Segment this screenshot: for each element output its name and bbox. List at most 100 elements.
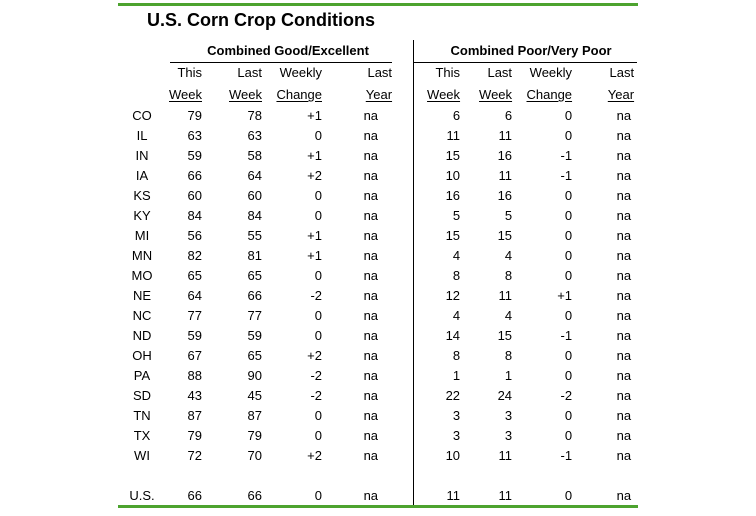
good-excellent-last-year-value: na <box>363 408 379 423</box>
good-excellent-last-week-value: 58 <box>247 148 262 163</box>
column-spacer <box>392 106 422 126</box>
poor-verypoor-last-week-value: 24 <box>497 388 513 403</box>
good-excellent-weekly-change-value: +2 <box>307 348 322 363</box>
column-spacer <box>392 266 422 286</box>
column-spacer <box>392 406 422 426</box>
poor-verypoor-this-week-value: 6 <box>452 108 461 123</box>
good-excellent-last-year-value: na <box>363 428 379 443</box>
column-spacer <box>392 326 422 346</box>
good-excellent-last-week-value: 81 <box>247 248 262 263</box>
good-excellent-this-week-value: 60 <box>187 188 202 203</box>
poor-verypoor-last-week-value: 4 <box>504 248 513 263</box>
good-excellent-weekly-change-value: 0 <box>314 128 322 143</box>
poor-verypoor-this-week-value: 8 <box>452 348 461 363</box>
state-label: MN <box>131 248 153 263</box>
good-excellent-last-week-value: 45 <box>247 388 262 403</box>
poor-verypoor-weekly-change-value: 0 <box>564 128 573 143</box>
poor-verypoor-last-year-value: na <box>616 248 632 263</box>
col-header-ge-year: Year <box>365 87 393 102</box>
us-total-row: U.S. 66 66 0 na 11 11 0 na <box>118 486 634 506</box>
column-spacer <box>392 346 422 366</box>
poor-verypoor-this-week-value: 16 <box>445 188 461 203</box>
good-excellent-weekly-change-value: -2 <box>310 288 322 303</box>
poor-verypoor-last-week-value: 16 <box>497 148 513 163</box>
column-spacer <box>392 206 422 226</box>
good-excellent-last-year-value: na <box>363 208 379 223</box>
state-label: IA <box>135 168 149 183</box>
col-header-pp-week1: Week <box>427 87 461 102</box>
column-spacer <box>392 486 422 506</box>
poor-verypoor-last-week-value: 1 <box>504 368 513 383</box>
poor-verypoor-weekly-change-value: 0 <box>564 228 573 243</box>
good-excellent-this-week-value: 66 <box>187 168 202 183</box>
poor-verypoor-this-week-value: 8 <box>452 268 461 283</box>
column-spacer <box>392 366 422 386</box>
state-label: U.S. <box>129 488 155 503</box>
good-excellent-this-week-value: 67 <box>187 348 202 363</box>
table-row: KY 84 84 0 na 5 5 0 na <box>118 206 634 226</box>
poor-verypoor-header-rule <box>413 62 637 63</box>
col-header-ge-last: Last <box>237 65 262 80</box>
table-row: IL 63 63 0 na 11 11 0 na <box>118 126 634 146</box>
good-excellent-last-week-value: 87 <box>247 408 262 423</box>
table-row: MI 56 55 +1 na 15 15 0 na <box>118 226 634 246</box>
poor-verypoor-this-week-value: 5 <box>452 208 461 223</box>
poor-verypoor-weekly-change-value: 0 <box>564 188 573 203</box>
poor-verypoor-last-year-value: na <box>616 488 632 503</box>
poor-verypoor-last-year-value: na <box>616 348 632 363</box>
poor-verypoor-last-week-value: 8 <box>504 348 513 363</box>
good-excellent-last-year-value: na <box>363 268 379 283</box>
col-header-ge-change: Change <box>276 87 322 102</box>
good-excellent-last-year-value: na <box>363 328 379 343</box>
table-row: IA 66 64 +2 na 10 11 -1 na <box>118 166 634 186</box>
column-spacer <box>392 246 422 266</box>
col-header-ge-this: This <box>177 65 202 80</box>
good-excellent-last-week-value: 84 <box>247 208 262 223</box>
good-excellent-weekly-change-value: 0 <box>314 268 322 283</box>
good-excellent-weekly-change-value: +1 <box>307 108 322 123</box>
good-excellent-last-week-value: 65 <box>247 348 262 363</box>
column-header-row-line1: This Last Weekly Last This Last Weekly L… <box>118 62 634 84</box>
good-excellent-last-week-value: 60 <box>247 188 262 203</box>
table-row: NC 77 77 0 na 4 4 0 na <box>118 306 634 326</box>
poor-verypoor-last-year-value: na <box>616 228 632 243</box>
poor-verypoor-last-year-value: na <box>616 208 632 223</box>
state-label: KS <box>133 188 151 203</box>
column-spacer <box>392 126 422 146</box>
poor-verypoor-this-week-value: 4 <box>452 248 461 263</box>
state-label: SD <box>132 388 152 403</box>
poor-verypoor-this-week-value: 15 <box>445 148 461 163</box>
table-row: SD 43 45 -2 na 22 24 -2 na <box>118 386 634 406</box>
poor-verypoor-this-week-value: 14 <box>445 328 461 343</box>
poor-verypoor-last-week-value: 11 <box>498 128 513 143</box>
poor-verypoor-this-week-value: 10 <box>445 168 461 183</box>
poor-verypoor-weekly-change-value: 0 <box>564 428 573 443</box>
table-row: CO 79 78 +1 na 6 6 0 na <box>118 106 634 126</box>
poor-verypoor-last-week-value: 5 <box>504 208 513 223</box>
table-row: MN 82 81 +1 na 4 4 0 na <box>118 246 634 266</box>
good-excellent-last-year-value: na <box>363 448 379 463</box>
column-spacer <box>392 146 422 166</box>
poor-verypoor-weekly-change-value: 0 <box>564 108 573 123</box>
poor-verypoor-last-week-value: 11 <box>498 488 513 503</box>
table-row: TX 79 79 0 na 3 3 0 na <box>118 426 634 446</box>
column-spacer <box>392 186 422 206</box>
poor-verypoor-last-year-value: na <box>616 148 632 163</box>
good-excellent-last-week-value: 59 <box>247 328 262 343</box>
poor-verypoor-weekly-change-value: 0 <box>564 488 573 503</box>
good-excellent-this-week-value: 82 <box>187 248 202 263</box>
good-excellent-this-week-value: 59 <box>187 148 202 163</box>
column-spacer <box>392 386 422 406</box>
spacer-row <box>118 466 634 486</box>
good-excellent-last-year-value: na <box>363 108 379 123</box>
good-excellent-last-week-value: 70 <box>247 448 262 463</box>
good-excellent-weekly-change-value: +2 <box>307 448 322 463</box>
poor-verypoor-weekly-change-value: 0 <box>564 348 573 363</box>
poor-verypoor-last-year-value: na <box>616 388 632 403</box>
good-excellent-last-year-value: na <box>363 228 379 243</box>
good-excellent-this-week-value: 88 <box>187 368 202 383</box>
state-label: PA <box>133 368 151 383</box>
poor-verypoor-last-week-value: 3 <box>504 408 513 423</box>
table-row: TN 87 87 0 na 3 3 0 na <box>118 406 634 426</box>
good-excellent-last-week-value: 79 <box>247 428 262 443</box>
